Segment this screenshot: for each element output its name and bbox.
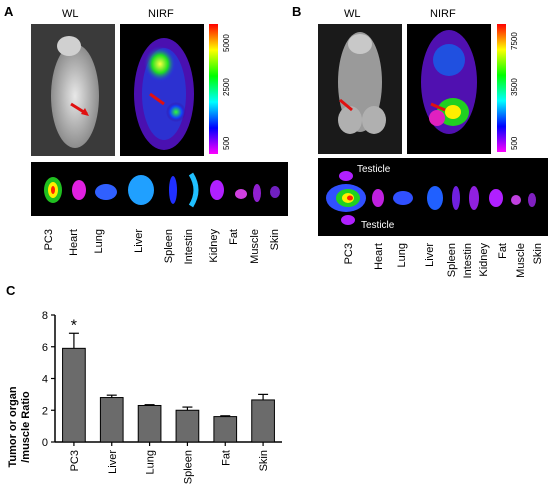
panel-a-wl-label: WL <box>62 8 79 20</box>
panel-a-colorbar-tick: 5000 <box>222 34 231 52</box>
x-tick-label: Skin <box>258 450 270 471</box>
panel-a-organ-label: Heart <box>68 229 80 256</box>
panel-b-organ-image <box>318 158 548 236</box>
bar <box>175 409 200 443</box>
panel-b-organ-label: PC3 <box>343 243 355 265</box>
bar <box>137 404 162 443</box>
bar-chart: Tumor or organ /muscle Ratio 0 2 4 6 8 PC3 * Li… <box>7 310 282 484</box>
panel-b-organ-label: Skin <box>532 243 544 265</box>
panel-b-nirf-label: NIRF <box>430 8 456 20</box>
bar <box>99 397 124 443</box>
panel-b-organ-label: Spleen <box>446 243 458 278</box>
panel-a-letter: A <box>4 4 14 19</box>
panel-b-nirf-image <box>407 24 491 154</box>
panel-a-organ-image <box>31 162 288 216</box>
y-tick-label: 6 <box>42 342 48 354</box>
y-tick-label: 0 <box>42 437 48 449</box>
x-tick-label: Spleen <box>182 450 194 484</box>
panel-b-colorbar-tick: 7500 <box>510 32 519 50</box>
panel-b-organ-label: Lung <box>396 243 408 268</box>
panel-b-colorbar <box>497 24 506 152</box>
panel-a-organ-label: Skin <box>269 229 281 251</box>
panel-a-organ-label: Kidney <box>208 229 220 263</box>
panel-a-nirf-image <box>120 24 204 156</box>
y-axis-label-line1: Tumor or organ <box>7 386 19 467</box>
bar <box>62 347 86 443</box>
panel-a-organ-label: Intestin <box>183 229 195 265</box>
y-tick-label: 4 <box>42 374 48 386</box>
panel-b-organ-label: Fat <box>497 243 509 259</box>
y-tick-label: 2 <box>42 405 48 417</box>
testicle-label-bottom: Testicle <box>361 220 395 231</box>
panel-a-colorbar-tick: 2500 <box>222 78 231 96</box>
panel-b-colorbar-tick: 500 <box>510 136 519 150</box>
panel-a-organ-label: PC3 <box>43 229 55 251</box>
panel-b-colorbar-tick: 3500 <box>510 78 519 96</box>
x-tick-label: Lung <box>145 450 157 474</box>
panel-a-colorbar-tick: 500 <box>222 136 231 150</box>
panel-a-organ-label: Liver <box>133 229 145 253</box>
x-tick-label: Liver <box>107 450 119 474</box>
panel-b-letter: B <box>292 4 302 19</box>
panel-a-nirf-label: NIRF <box>148 8 174 20</box>
panel-b-organ-label: Liver <box>424 243 436 267</box>
panel-b-wl-image <box>318 24 402 154</box>
panel-b-organ-label: Heart <box>373 243 385 270</box>
x-tick-label: Fat <box>220 450 232 466</box>
panel-b-organ-label: Muscle <box>515 243 527 278</box>
y-tick-label: 8 <box>42 310 48 322</box>
bar <box>251 399 275 443</box>
y-axis-label-line2: /muscle Ratio <box>20 391 32 463</box>
panel-a-wl-image <box>31 24 115 156</box>
panel-b-organ-label: Kidney <box>478 243 490 277</box>
significance-marker: * <box>71 317 77 334</box>
panel-b-wl-label: WL <box>344 8 361 20</box>
panel-a-organ-label: Spleen <box>163 229 175 264</box>
panel-a-organ-label: Fat <box>228 229 240 245</box>
panel-b-organ-label: Intestin <box>462 243 474 279</box>
panel-c-letter: C <box>6 283 16 298</box>
bar <box>213 416 238 443</box>
panel-a-colorbar <box>209 24 218 154</box>
x-tick-label: PC3 <box>69 450 81 471</box>
panel-a-organ-label: Lung <box>93 229 105 254</box>
testicle-label-top: Testicle <box>357 164 391 175</box>
panel-a-organ-label: Muscle <box>249 229 261 264</box>
